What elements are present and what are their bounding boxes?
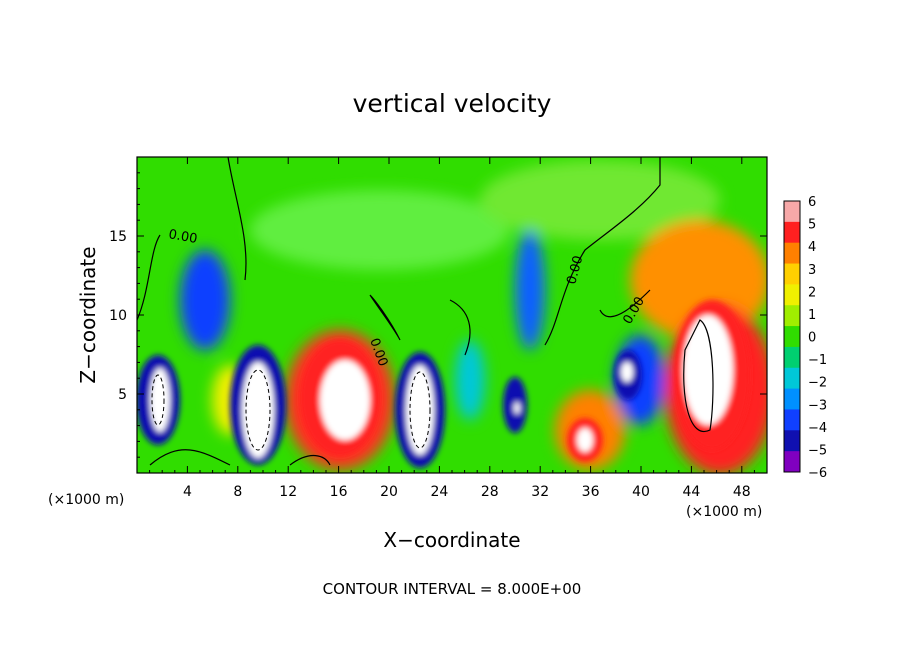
x-tick-label: 44 [682,484,700,500]
x-unit-label-right: (×1000 m) [686,504,762,520]
colorbar-swatch [784,242,800,265]
colorbar-label: −5 [808,443,827,458]
colorbar-label: 5 [808,218,816,233]
colorbar-label: 1 [808,308,816,323]
y-axis: 5 10 15 [109,172,767,458]
x-tick-label: 48 [733,484,751,500]
y-tick-label: 5 [118,387,127,403]
colorbar-swatch [784,346,800,369]
x-tick-label: 12 [279,484,297,500]
contour-label: 0.00 [167,227,198,247]
colorbar-label: −3 [808,398,827,413]
colorbar-swatch [784,367,800,390]
colorbar-swatch [784,388,800,410]
negative-contours [151,369,431,451]
zero-contours [137,157,714,466]
contour-interval-note: CONTOUR INTERVAL = 8.000E+00 [323,580,582,598]
x-tick-label: 40 [632,484,650,500]
x-tick-label: 32 [531,484,549,500]
colorbar-swatch [784,201,800,223]
colorbar-swatch [784,430,800,452]
plot-field [137,157,767,473]
chart-title: vertical velocity [353,89,552,118]
contour-label: 0.00 [564,254,586,286]
colorbar-swatch [784,221,800,244]
colorbar-label: −4 [808,421,827,436]
x-tick-label: 20 [380,484,398,500]
colorbar-label: −2 [808,376,827,391]
x-tick-label: 36 [582,484,600,500]
field-sharp-layer [137,300,750,468]
colorbar-label: −6 [808,466,827,481]
colorbar-label: 3 [808,263,816,278]
x-tick-label: 16 [330,484,348,500]
colorbar-swatch [784,305,800,327]
x-tick-label: 28 [481,484,499,500]
colorbar-swatch [784,326,800,348]
colorbar-label: 6 [808,195,816,210]
x-axis: 4 8 12 16 20 24 28 32 36 40 44 48 [149,157,755,500]
x-tick-label: 4 [183,484,192,500]
colorbar-swatch [784,263,800,285]
colorbar-label: −1 [808,353,827,368]
colorbar-label: 2 [808,285,816,300]
x-unit-label: (×1000 m) [48,492,124,508]
y-tick-label: 15 [109,229,127,245]
colorbar-swatch [784,451,800,473]
colorbar-label: 4 [808,240,816,255]
colorbar-label: 0 [808,331,816,346]
colorbar-frame [783,200,801,473]
colorbar: 6 5 4 3 2 1 0 −1 −2 −3 −4 −5 −6 [783,195,827,481]
x-tick-label: 8 [233,484,242,500]
x-tick-label: 24 [430,484,448,500]
colorbar-swatch [784,409,800,431]
x-axis-label: X−coordinate [383,528,520,552]
y-axis-label: Z−coordinate [76,246,100,383]
colorbar-swatch [784,284,800,306]
y-tick-label: 10 [109,308,127,324]
